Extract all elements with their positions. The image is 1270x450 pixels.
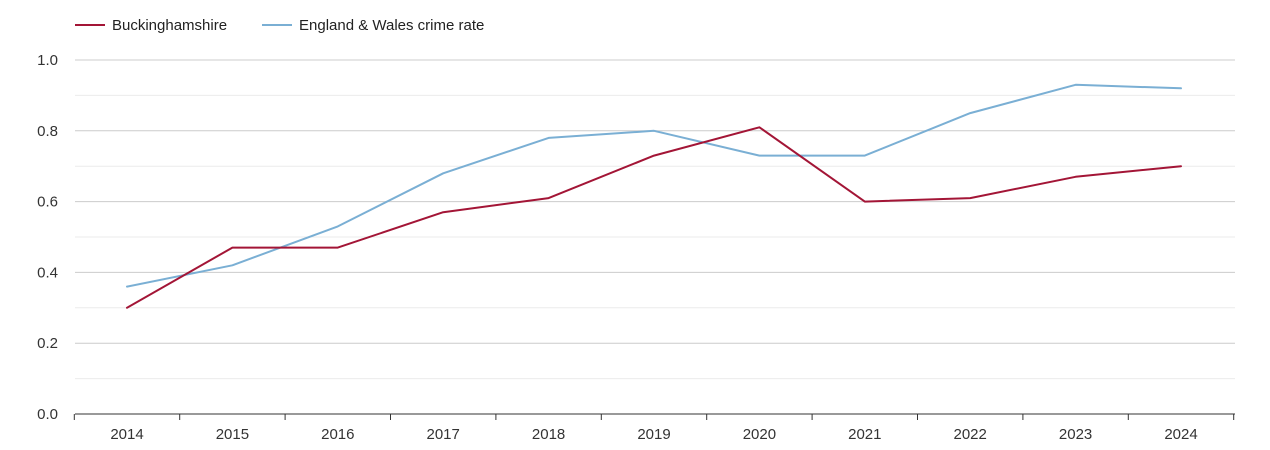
- series-line-buckinghamshire: [126, 126, 1182, 309]
- legend-label: Buckinghamshire: [112, 17, 227, 34]
- x-tick-label: 2020: [743, 426, 776, 443]
- x-axis: 2014 2015 2016 2017 2018 2019 2020 2021 2022 2023…: [73, 413, 1235, 443]
- y-tick-label: 0.8: [37, 123, 58, 140]
- y-axis: 0.0 0.2 0.4 0.6 0.8 1.0: [37, 52, 58, 423]
- x-tick-label: 2018: [532, 426, 565, 443]
- x-tick-label: 2015: [216, 426, 249, 443]
- x-tick-label: 2021: [848, 426, 881, 443]
- x-tick-label: 2014: [110, 426, 143, 443]
- grid: [75, 59, 1235, 380]
- y-tick-label: 0.6: [37, 194, 58, 211]
- y-tick-label: 1.0: [37, 52, 58, 69]
- legend: Buckinghamshire England & Wales crime rat…: [75, 17, 484, 34]
- legend-item-england-wales-crime-rate: England & Wales crime rate: [262, 17, 484, 34]
- legend-item-buckinghamshire: Buckinghamshire: [75, 17, 227, 34]
- series-group: [126, 83, 1182, 309]
- x-tick-label: 2016: [321, 426, 354, 443]
- series-line-england-wales-crime-rate: [126, 83, 1182, 288]
- x-tick-label: 2017: [427, 426, 460, 443]
- x-tick-label: 2019: [637, 426, 670, 443]
- y-tick-label: 0.2: [37, 335, 58, 352]
- x-tick-label: 2022: [954, 426, 987, 443]
- x-tick-label: 2023: [1059, 426, 1092, 443]
- y-tick-label: 0.4: [37, 264, 58, 281]
- x-tick-label: 2024: [1164, 426, 1197, 443]
- y-tick-label: 0.0: [37, 406, 58, 423]
- legend-label: England & Wales crime rate: [299, 17, 484, 34]
